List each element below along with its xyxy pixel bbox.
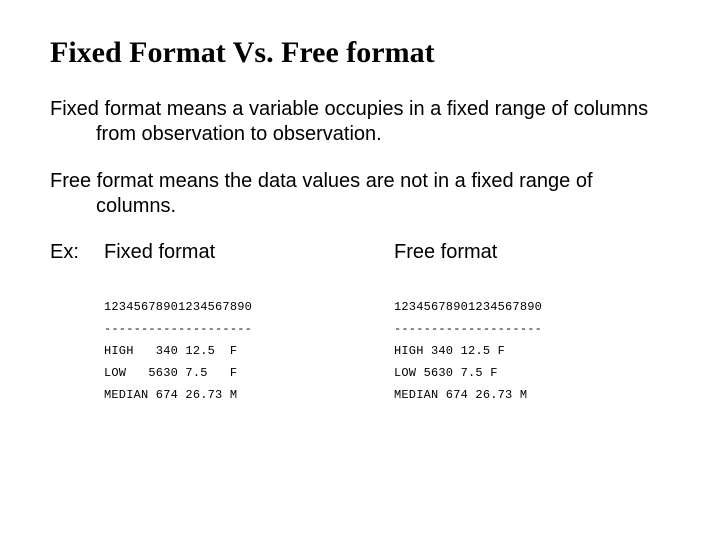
example-row: Ex: Fixed format 12345678901234567890 --… [50,241,676,407]
fixed-heading: Fixed format [104,241,394,264]
paragraph-free-def: Free format means the data values are no… [50,169,676,219]
free-line-ruler: 12345678901234567890 [394,300,542,314]
example-fixed-column: Fixed format 12345678901234567890 ------… [104,241,394,407]
fixed-listing: 12345678901234567890 -------------------… [104,274,394,407]
fixed-line-1: HIGH 340 12.5 F [104,344,237,358]
free-line-1: HIGH 340 12.5 F [394,344,505,358]
fixed-line-ruler: 12345678901234567890 [104,300,252,314]
slide: Fixed Format Vs. Free format Fixed forma… [0,0,720,407]
slide-title: Fixed Format Vs. Free format [50,36,676,71]
fixed-line-2: LOW 5630 7.5 F [104,366,237,380]
fixed-line-3: MEDIAN 674 26.73 M [104,388,237,402]
example-label: Ex: [50,241,104,264]
free-line-dashes: -------------------- [394,322,542,336]
paragraph-fixed-def: Fixed format means a variable occupies i… [50,97,676,147]
example-free-column: Free format 12345678901234567890 -------… [394,241,654,407]
free-line-3: MEDIAN 674 26.73 M [394,388,527,402]
free-heading: Free format [394,241,654,264]
free-listing: 12345678901234567890 -------------------… [394,274,654,407]
paragraph-free-def-text: Free format means the data values are no… [50,169,676,219]
free-line-2: LOW 5630 7.5 F [394,366,498,380]
paragraph-fixed-def-text: Fixed format means a variable occupies i… [50,97,676,147]
fixed-line-dashes: -------------------- [104,322,252,336]
